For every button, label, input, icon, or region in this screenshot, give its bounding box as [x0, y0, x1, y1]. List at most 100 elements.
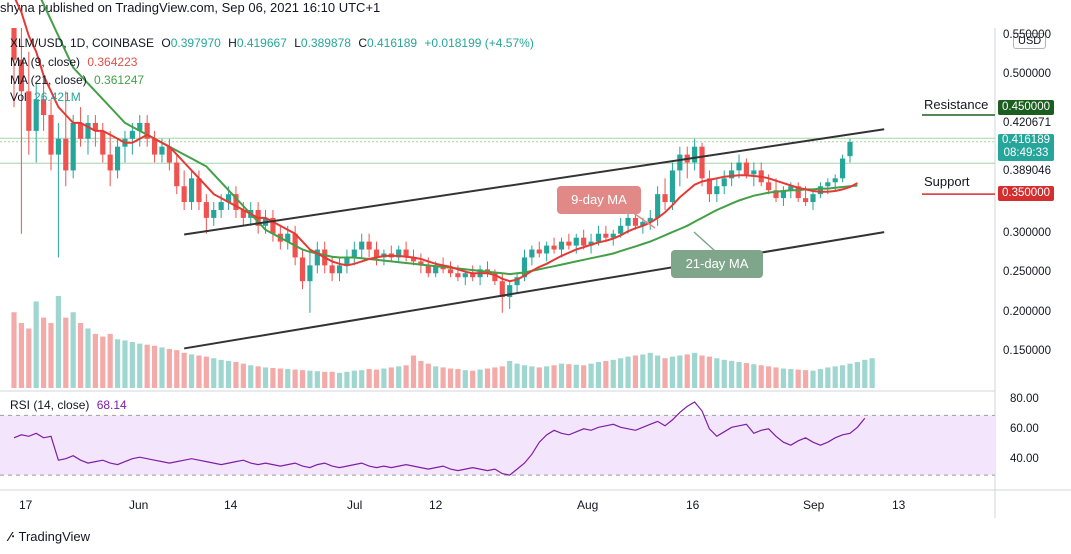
high-label: H	[228, 36, 237, 50]
candle-body	[618, 225, 624, 234]
volume-bar	[499, 366, 505, 388]
volume-bar	[825, 367, 831, 388]
volume-bar	[418, 360, 424, 388]
volume-bar	[470, 370, 476, 388]
price-tick-label: 0.300000	[1003, 226, 1051, 239]
volume-bar	[544, 366, 550, 388]
volume-bar	[788, 369, 794, 388]
ma9-value: 0.364223	[87, 55, 138, 69]
time-tick-label: 12	[429, 498, 443, 512]
volume-bar	[144, 344, 150, 388]
candle-body	[551, 245, 557, 250]
volume-bar	[521, 365, 528, 388]
currency-button[interactable]: USD	[1013, 33, 1047, 49]
volume-bar	[462, 370, 468, 388]
time-tick-label: 17	[19, 498, 33, 512]
ma21-legend[interactable]: MA (21, close) 0.361247	[10, 73, 144, 87]
candle-body	[70, 122, 76, 171]
volume-bar	[270, 367, 276, 388]
volume-bar	[55, 296, 61, 388]
volume-bar	[292, 369, 298, 388]
volume-bar	[625, 356, 631, 388]
candle-body	[240, 209, 246, 218]
candle-body	[396, 249, 402, 258]
volume-bar	[551, 365, 557, 388]
volume-bar	[610, 359, 616, 388]
candle-body	[129, 130, 135, 139]
rsi-tick-label: 60.00	[1010, 423, 1039, 436]
volume-bar	[714, 358, 720, 388]
volume-bar	[396, 366, 402, 388]
last-price-value: 0.416189	[1002, 134, 1050, 146]
volume-bar	[196, 355, 202, 388]
rsi-legend[interactable]: RSI (14, close) 68.14	[10, 398, 127, 412]
volume-bar	[854, 362, 860, 388]
volume-bar	[706, 356, 713, 388]
time-tick-label: 14	[224, 498, 238, 512]
volume-bar	[684, 354, 690, 388]
volume-bar	[285, 369, 291, 388]
volume-bar	[869, 358, 875, 388]
trendline-lower	[183, 231, 885, 350]
volume-bar	[48, 323, 54, 388]
volume-bar	[203, 356, 209, 388]
candle-body	[847, 141, 853, 157]
candle-body	[625, 217, 631, 226]
volume-bar	[455, 369, 461, 388]
rsi-tick-label: 40.00	[1010, 453, 1039, 466]
volume-bar	[218, 359, 224, 388]
low-line-tag: 0.389046	[1003, 165, 1051, 177]
ma9-legend[interactable]: MA (9, close) 0.364223	[10, 55, 137, 69]
candle-body	[751, 170, 757, 175]
candle-body	[100, 130, 106, 155]
candle-body	[662, 194, 668, 203]
candle-body	[647, 217, 653, 222]
candle-body	[721, 178, 727, 187]
volume-bar	[677, 355, 683, 388]
candle-body	[832, 178, 838, 183]
volume-bar	[159, 347, 165, 388]
candle-body	[655, 194, 661, 218]
volume-bar	[632, 355, 639, 388]
candle-body	[462, 273, 468, 278]
volume-bar	[114, 339, 121, 388]
volume-bar	[122, 340, 128, 388]
volume-bar	[240, 363, 246, 388]
volume-bar	[322, 371, 328, 388]
candle-body	[780, 190, 787, 199]
volume-bar	[618, 358, 624, 388]
open-label: O	[161, 36, 171, 50]
volume-bar	[299, 370, 306, 388]
candle-body	[11, 28, 17, 60]
volume-bar	[166, 349, 172, 388]
volume-bar	[440, 367, 446, 388]
trendline-upper	[184, 128, 885, 236]
volume-bar	[70, 312, 76, 388]
volume-bar	[100, 336, 106, 388]
low-value: 0.389878	[300, 36, 351, 50]
candle-body	[299, 257, 306, 282]
candle-body	[706, 178, 713, 195]
volume-bar	[262, 367, 269, 388]
volume-value: 26.421M	[34, 90, 81, 104]
volume-bar	[336, 372, 343, 388]
candle-body	[514, 277, 520, 286]
time-tick-label: Jun	[129, 498, 149, 512]
tradingview-logo[interactable]: ⁄ᐧ TradingView	[9, 529, 90, 545]
volume-bar	[26, 328, 32, 388]
volume-bar	[447, 368, 454, 388]
volume-bar	[211, 358, 217, 388]
volume-bar	[33, 301, 39, 388]
volume-legend[interactable]: Vol 26.421M	[10, 90, 81, 104]
ma21-callout: 21-day MA	[671, 250, 763, 278]
volume-bar	[366, 369, 372, 388]
volume-bar	[810, 370, 816, 388]
time-tick-label: Jul	[347, 498, 363, 512]
rsi-value: 68.14	[96, 398, 127, 412]
open-value: 0.397970	[170, 36, 221, 50]
candle-body	[840, 158, 846, 179]
candle-body	[26, 91, 32, 131]
candle-body	[307, 265, 313, 282]
candle-body	[677, 154, 683, 171]
